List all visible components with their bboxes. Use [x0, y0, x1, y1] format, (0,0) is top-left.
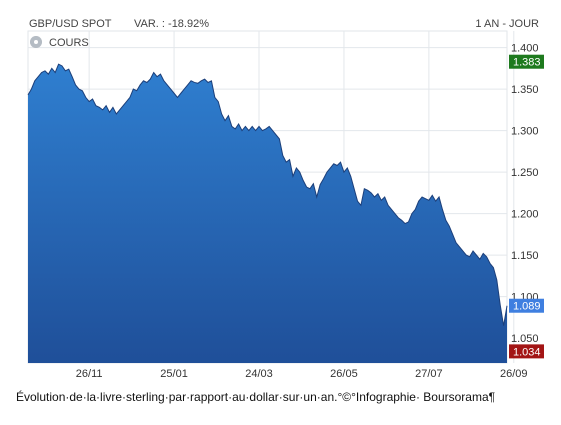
y-tick-label: 1.200 [511, 209, 539, 221]
y-tick-label: 1.350 [511, 84, 539, 96]
last-value-badge [509, 54, 544, 69]
period-selector[interactable]: 1 AN - JOUR [475, 18, 539, 30]
x-tick-label: 27/07 [415, 368, 443, 378]
price-area [28, 64, 507, 363]
x-tick-label: 24/03 [245, 368, 273, 378]
x-tick-label: 26/11 [76, 368, 103, 378]
y-tick-label: 1.050 [511, 333, 539, 345]
x-tick-label: 25/01 [160, 368, 188, 378]
current-value-badge [509, 298, 544, 313]
low-value-badge [509, 344, 544, 359]
y-tick-label: 1.300 [511, 126, 539, 138]
low-value-badge-text: 1.034 [513, 346, 541, 358]
current-value-badge-text: 1.089 [513, 301, 541, 313]
x-tick-label: 26/05 [330, 368, 358, 378]
variation-readout: VAR. : -18.92% [134, 18, 209, 30]
last-value-badge-text: 1.383 [513, 57, 541, 69]
figure-caption: Évolution·de·la·livre·sterling·par·rappo… [16, 390, 496, 404]
y-tick-label: 1.250 [511, 167, 539, 179]
legend-label: COURS [49, 37, 89, 49]
x-tick-label: 26/09 [500, 368, 528, 378]
price-line [27, 63, 508, 326]
chart-plot: 1.0501.1001.1501.2001.2501.3001.3501.400… [27, 30, 544, 378]
y-tick-label: 1.400 [511, 43, 539, 55]
instrument-title: GBP/USD SPOT [29, 18, 112, 30]
gear-icon[interactable] [29, 35, 43, 49]
y-tick-label: 1.150 [511, 250, 539, 262]
chart-container: 1.050 1.100 1.150 1.200 1.250 1.300 1.350 1.400… [25, 12, 549, 378]
